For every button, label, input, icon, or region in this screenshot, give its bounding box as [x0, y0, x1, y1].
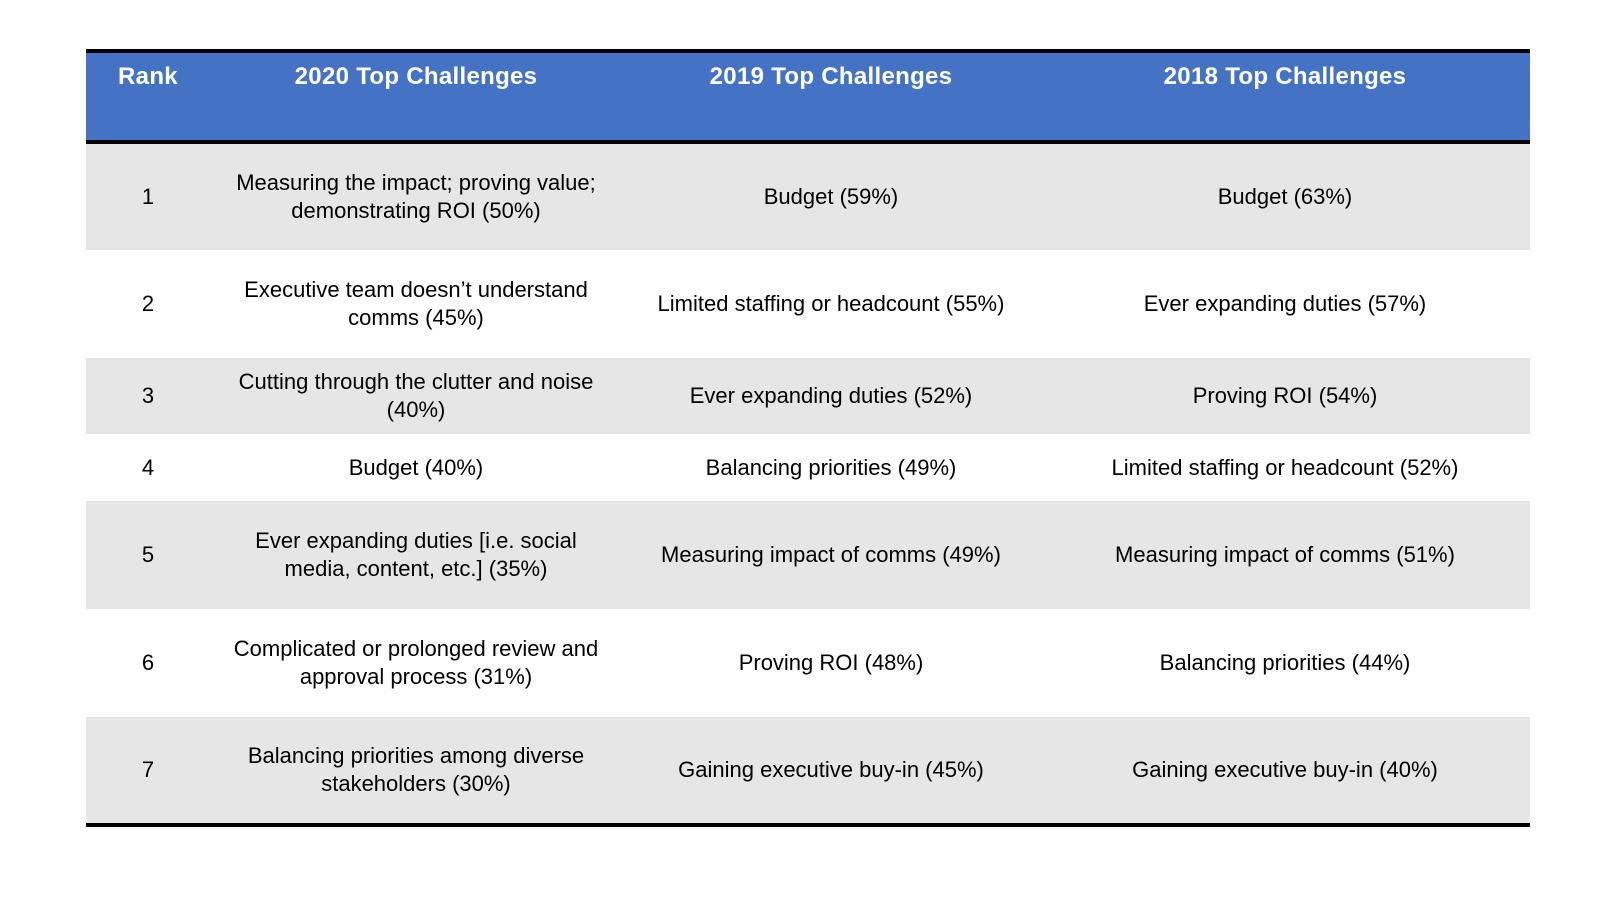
- challenge-2020-line: comms (45%): [348, 305, 484, 330]
- challenge-2020-line: approval process (31%): [299, 664, 533, 689]
- challenge-2020-line: Measuring the impact; proving value;: [236, 170, 596, 195]
- header-2019: 2019 Top Challenges: [622, 49, 1040, 144]
- challenge-2019-cell: Gaining executive buy-in (45%): [622, 717, 1040, 827]
- challenge-2020-cell: Cutting through the clutter and noise (40…: [210, 358, 622, 434]
- challenge-2018-cell: Gaining executive buy-in (40%): [1040, 717, 1530, 827]
- challenges-table: Rank 2020 Top Challenges 2019 Top Challe…: [86, 49, 1530, 827]
- challenge-2019-cell: Proving ROI (48%): [738, 650, 924, 675]
- challenge-2018-cell: Balancing priorities (44%): [1159, 650, 1411, 675]
- rank-cell: 4: [141, 454, 155, 480]
- challenge-2019-cell: Limited staffing or headcount (55%): [657, 291, 1005, 316]
- table-header: Rank 2020 Top Challenges 2019 Top Challe…: [86, 49, 1530, 144]
- table-body: 1 Measuring the impact; proving value; de…: [86, 142, 1530, 827]
- rank-cell: 7: [86, 717, 210, 827]
- rank-cell: 6: [141, 650, 155, 675]
- challenge-2020-line: Complicated or prolonged review and: [233, 636, 599, 661]
- challenge-2020-cell: Ever expanding duties [i.e. social media,…: [210, 501, 622, 609]
- challenge-2018-cell: Measuring impact of comms (51%): [1115, 542, 1455, 567]
- challenges-table-container: Rank 2020 Top Challenges 2019 Top Challe…: [86, 49, 1530, 827]
- table-row: 3 Cutting through the clutter and noise (…: [86, 358, 1530, 434]
- challenge-2020-line: media, content, etc.] (35%): [284, 556, 548, 581]
- table-row: 7 Balancing priorities among diverse stak…: [86, 717, 1530, 827]
- challenge-2020-cell: Budget (40%): [348, 454, 484, 480]
- challenge-2020-line: stakeholders (30%): [321, 771, 511, 796]
- header-2018: 2018 Top Challenges: [1040, 49, 1530, 144]
- challenge-2018-cell: Ever expanding duties (57%): [1143, 291, 1427, 316]
- rank-cell: 1: [141, 184, 155, 209]
- header-row: Rank 2020 Top Challenges 2019 Top Challe…: [86, 49, 1530, 144]
- rank-cell: 3: [141, 383, 155, 408]
- challenge-2018-cell: Limited staffing or headcount (52%): [1111, 454, 1459, 480]
- challenge-2020-line: Balancing priorities among diverse: [247, 743, 585, 768]
- challenge-2020-line: Ever expanding duties [i.e. social: [255, 528, 577, 553]
- challenge-2020-line: Executive team doesn’t understand: [244, 277, 588, 302]
- challenge-2020-line: (40%): [386, 397, 446, 422]
- table-row: 6 Complicated or prolonged review and app…: [86, 609, 1530, 717]
- challenge-2019-cell: Budget (59%): [763, 184, 899, 209]
- challenge-2020-cell: Measuring the impact; proving value; demo…: [210, 142, 622, 250]
- challenge-2018-cell: Budget (63%): [1217, 184, 1353, 209]
- table-row: 1 Measuring the impact; proving value; de…: [86, 142, 1530, 250]
- header-rank: Rank: [86, 49, 210, 144]
- table-row: 4 Budget (40%) Balancing priorities (49%…: [86, 434, 1530, 501]
- challenge-2019-cell: Ever expanding duties (52%): [689, 383, 973, 408]
- challenge-2018-cell: Proving ROI (54%): [1192, 383, 1378, 408]
- table-row: 5 Ever expanding duties [i.e. social medi…: [86, 501, 1530, 609]
- rank-cell: 5: [141, 542, 155, 567]
- challenge-2020-line: demonstrating ROI (50%): [291, 198, 541, 223]
- challenge-2020-cell: Balancing priorities among diverse stakeh…: [210, 717, 622, 827]
- challenge-2020-cell: Complicated or prolonged review and appro…: [210, 609, 622, 717]
- table-row: 2 Executive team doesn’t understand comms…: [86, 250, 1530, 358]
- header-2020: 2020 Top Challenges: [210, 49, 622, 144]
- rank-cell: 2: [141, 291, 155, 316]
- challenge-2019-cell: Measuring impact of comms (49%): [661, 542, 1001, 567]
- challenge-2020-line: Cutting through the clutter and noise: [238, 369, 594, 394]
- challenge-2020-cell: Executive team doesn’t understand comms (…: [210, 250, 622, 358]
- challenge-2019-cell: Balancing priorities (49%): [705, 454, 957, 480]
